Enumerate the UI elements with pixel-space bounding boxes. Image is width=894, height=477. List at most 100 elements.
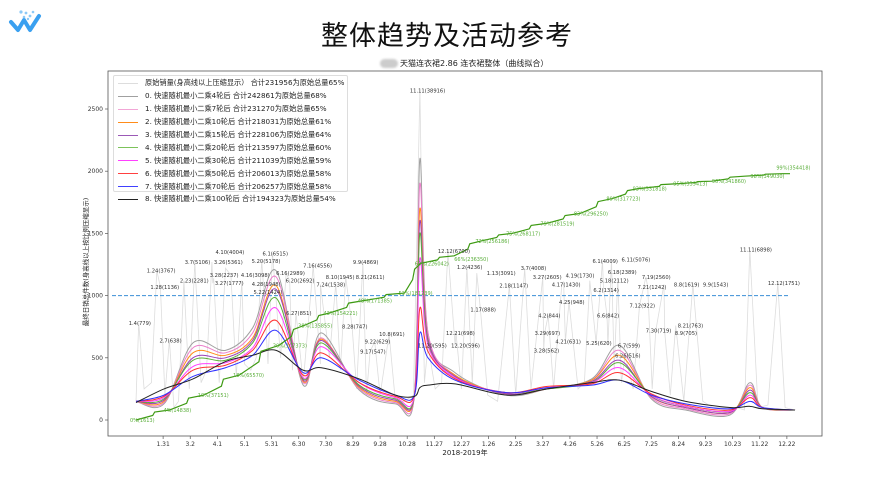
x-tick-label: 8.29 [346, 441, 360, 448]
cumulative-label: 51%(181239) [398, 291, 432, 297]
annotation-label: 7.30(719) [646, 328, 672, 334]
legend-item: 7. 快速随机最小二乘70轮后 合计206257为原始总量58% [118, 180, 347, 193]
annotation-label: 3.27(1777) [215, 281, 244, 287]
chart-subtitle: 天猫连衣裙2.86 连衣裙整体（曲线拟合） [380, 58, 548, 69]
annotation-label: 3.26(5361) [214, 260, 243, 266]
annotation-label: 6.11(5076) [622, 258, 651, 264]
cumulative-label: 10%(37151) [198, 393, 229, 399]
annotation-label: 6.7(599) [618, 343, 640, 349]
x-tick-label: 6.30 [292, 441, 306, 448]
x-tick-label: 10.23 [724, 441, 741, 448]
legend-label: 0. 快速随机最小二乘4轮后 合计242861为原始总量68% [145, 91, 327, 101]
axes-layer: 0 500 1000 1500 2000 2500 1.31 3.2 4.1 5.1 5.31 6.3… [88, 70, 823, 448]
cumulative-label: 38%(135855) [298, 323, 332, 329]
cumulative-label-layer: 0%(1613) 4%(14838) 10%(37151) 18%(65570) 30%… [130, 165, 811, 424]
annotation-label: 8.8(1619) [674, 282, 700, 288]
legend-item: 3. 快速随机最小二乘15轮后 合计228106为原始总量64% [118, 129, 347, 142]
redacted-blur [380, 59, 398, 68]
legend-item: 4. 快速随机最小二乘20轮后 合计213597为原始总量60% [118, 141, 347, 154]
cumulative-label: 93%(331818) [633, 187, 667, 193]
y-tick-label: 500 [92, 355, 104, 362]
annotation-label: 6.27(851) [286, 311, 312, 317]
x-tick-label: 5.26 [590, 441, 604, 448]
x-tick-label: 7.30 [319, 441, 333, 448]
cumulative-label: 48%(171385) [358, 299, 392, 305]
legend-label: 3. 快速随机最小二乘15轮后 合计228106为原始总量64% [145, 130, 332, 139]
annotation-label: 12.12(1751) [768, 281, 800, 287]
x-tick-label: 6.25 [617, 441, 631, 448]
annotation-label: 12.21(698) [446, 331, 475, 337]
annotation-label: 1.4(779) [129, 321, 151, 327]
legend-swatch [118, 134, 138, 136]
annotation-label: 4.10(4004) [215, 250, 244, 256]
plot-frame [107, 70, 823, 437]
chart-title: 天猫连衣裙2.86 连衣裙整体（曲线拟合） [400, 59, 549, 68]
annotation-label: 1.28(1136) [150, 285, 179, 291]
annotation-layer: 1.4(779) 1.24(3767) 1.28(1136) 2.7(638) 2.23… [129, 88, 800, 359]
annotation-label: 4.21(631) [555, 340, 581, 346]
annotation-label: 7.12(922) [630, 304, 656, 310]
legend-item: 1. 快速随机最小二乘7轮后 合计231270为原始总量65% [118, 103, 347, 116]
annotation-label: 1.24(3767) [147, 269, 176, 275]
fit-series-3 [135, 220, 796, 414]
fit-series-1 [135, 182, 796, 416]
annotation-label: 10.8(691) [379, 332, 405, 338]
x-tick-label: 5.31 [265, 441, 279, 448]
cumulative-layer [135, 173, 790, 421]
annotation-label: 6.18(2389) [608, 270, 637, 276]
annotation-label: 6.1(6515) [263, 251, 289, 257]
annotation-label: 12.20(596) [451, 343, 480, 349]
annotation-label: 12.12(6700) [438, 249, 470, 255]
legend-label: 7. 快速随机最小二乘70轮后 合计206257为原始总量58% [145, 181, 332, 191]
legend-swatch [118, 95, 138, 97]
annotation-label: 2.7(638) [159, 338, 181, 344]
y-tick-label: 1500 [88, 230, 103, 237]
cumulative-label: 75%(268117) [506, 231, 540, 237]
cumulative-line [135, 173, 790, 421]
annotation-label: 4.2(844) [538, 314, 560, 320]
annotation-label: 5.22(1424) [253, 290, 282, 296]
y-tick-label: 2500 [88, 106, 103, 113]
cumulative-label: 96%(341860) [712, 179, 746, 185]
cumulative-label: 83%(296250) [574, 211, 608, 217]
annotation-label: 11.11(38916) [410, 88, 445, 94]
cumulative-label: 30%(107373) [273, 343, 307, 349]
legend-swatch [118, 186, 138, 188]
x-tick-label: 3.27 [536, 441, 550, 448]
annotation-label: 8.21(2611) [356, 275, 385, 281]
annotation-label: 3.7(4008) [521, 266, 547, 272]
legend-swatch [118, 198, 138, 200]
fit-series-7 [135, 329, 796, 411]
y-tick-label: 1000 [88, 293, 103, 300]
annotation-label: 8.9(705) [675, 331, 697, 337]
cumulative-label: 98%(349030) [750, 174, 784, 180]
legend-label: 4. 快速随机最小二乘20轮后 合计213597为原始总量60% [145, 142, 332, 152]
y-axis-label: 最终日销总件数(身高线以上按比例压缩显示) [81, 198, 90, 327]
annotation-label: 3.27(2605) [533, 275, 562, 281]
legend-swatch [118, 108, 138, 110]
annotation-label: 9.22(629) [365, 340, 391, 346]
x-tick-label: 4.1 [213, 441, 223, 448]
x-tick-label: 9.23 [699, 441, 713, 448]
legend-item: 6. 快速随机最小二乘50轮后 合计206013为原始总量58% [118, 167, 347, 180]
annotation-label: 4.19(1730) [566, 274, 595, 280]
annotation-label: 9.9(1543) [703, 282, 729, 288]
brand-w-logo-icon [9, 10, 41, 32]
cumulative-label: 43%(154221) [323, 311, 357, 317]
annotation-label: 4.16(3098) [241, 273, 270, 279]
annotation-label: 1.13(3091) [487, 271, 516, 277]
annotation-label: 3.28(2237) [210, 273, 239, 279]
legend-label: 6. 快速随机最小二乘50轮后 合计206013为原始总量58% [145, 168, 332, 178]
cumulative-label: 89%(317723) [606, 197, 640, 203]
legend-item: 8. 快速随机最小二乘100轮后 合计194323为原始总量54% [118, 193, 347, 206]
fit-series-8 [135, 349, 796, 411]
x-tick-label: 12.22 [778, 441, 795, 448]
cumulative-label: 63%(226042) [415, 261, 449, 267]
x-tick-label: 2.25 [509, 441, 523, 448]
cumulative-label: 4%(14838) [163, 408, 191, 414]
raw-sales-line [135, 90, 796, 411]
legend-item: 原始销量(身高线以上压缩显示） 合计231956为原始总量65% [118, 77, 347, 90]
legend-label: 2. 快速随机最小二乘10轮后 合计218031为原始总量61% [145, 117, 332, 127]
legend-item: 2. 快速随机最小二乘10轮后 合计218031为原始总量61% [118, 116, 347, 129]
annotation-label: 6.2(1314) [593, 288, 619, 294]
